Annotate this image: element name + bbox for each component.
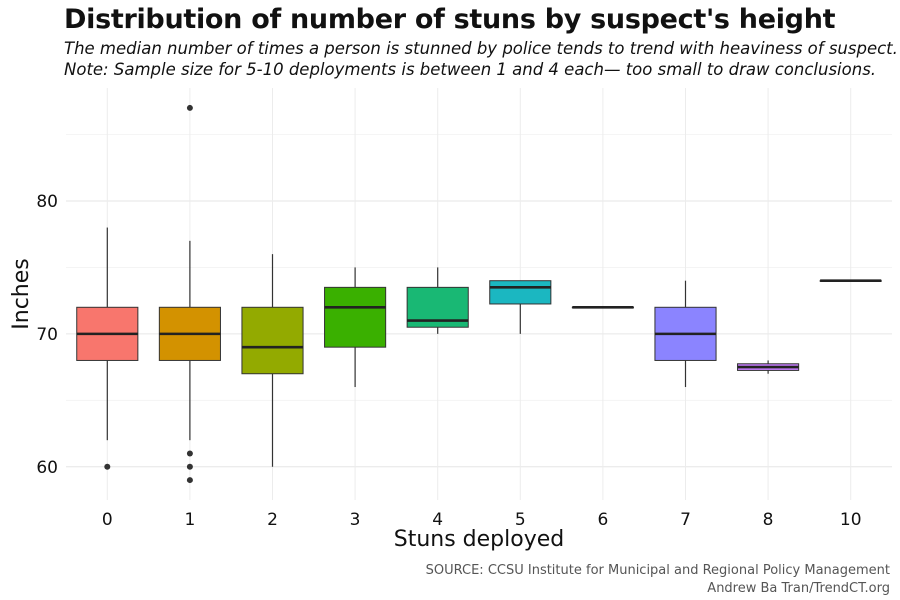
- caption-source: SOURCE: CCSU Institute for Municipal and…: [425, 563, 890, 578]
- y-tick-label: 60: [36, 458, 58, 478]
- box-1: [158, 104, 221, 484]
- caption-author: Andrew Ba Tran/TrendCT.org: [707, 581, 890, 596]
- x-tick-label: 8: [763, 510, 774, 530]
- x-tick-label: 1: [184, 510, 195, 530]
- x-tick-label: 2: [267, 510, 278, 530]
- x-tick-label: 6: [597, 510, 608, 530]
- boxplot-boxes: [76, 104, 882, 484]
- box-10: [819, 279, 882, 283]
- x-tick-label: 0: [102, 510, 113, 530]
- box-5: [489, 280, 552, 334]
- box-0: [76, 227, 139, 470]
- outlier-point: [186, 104, 193, 111]
- outlier-point: [186, 450, 193, 457]
- box-iqr: [241, 306, 304, 375]
- chart-title: Distribution of number of stuns by suspe…: [64, 4, 836, 35]
- box-iqr: [489, 280, 552, 305]
- y-axis: 60 70 80: [36, 192, 58, 478]
- y-tick-label: 80: [36, 192, 58, 212]
- source-caption: SOURCE: CCSU Institute for Municipal and…: [426, 562, 890, 598]
- box-8: [737, 360, 800, 374]
- box-iqr: [324, 286, 387, 348]
- x-axis-title: Stuns deployed: [394, 527, 565, 552]
- box-2: [241, 254, 304, 467]
- outlier-point: [104, 463, 111, 470]
- x-axis: 0 1 2 3 4 5 6 7 8 10: [102, 510, 862, 530]
- x-tick-label: 7: [680, 510, 691, 530]
- outlier-point: [186, 463, 193, 470]
- subtitle-line-1: The median number of times a person is s…: [64, 39, 898, 58]
- box-6: [571, 305, 634, 309]
- box-7: [654, 280, 717, 388]
- box-4: [406, 267, 469, 334]
- x-tick-label: 10: [840, 510, 862, 530]
- chart-subtitle: The median number of times a person is s…: [64, 38, 898, 80]
- y-tick-label: 70: [36, 325, 58, 345]
- x-tick-label: 4: [432, 510, 443, 530]
- subtitle-line-2: Note: Sample size for 5-10 deployments i…: [64, 60, 877, 79]
- outlier-point: [186, 477, 193, 484]
- x-tick-label: 3: [350, 510, 361, 530]
- box-3: [324, 267, 387, 388]
- y-axis-title: Inches: [9, 258, 34, 329]
- x-tick-label: 5: [515, 510, 526, 530]
